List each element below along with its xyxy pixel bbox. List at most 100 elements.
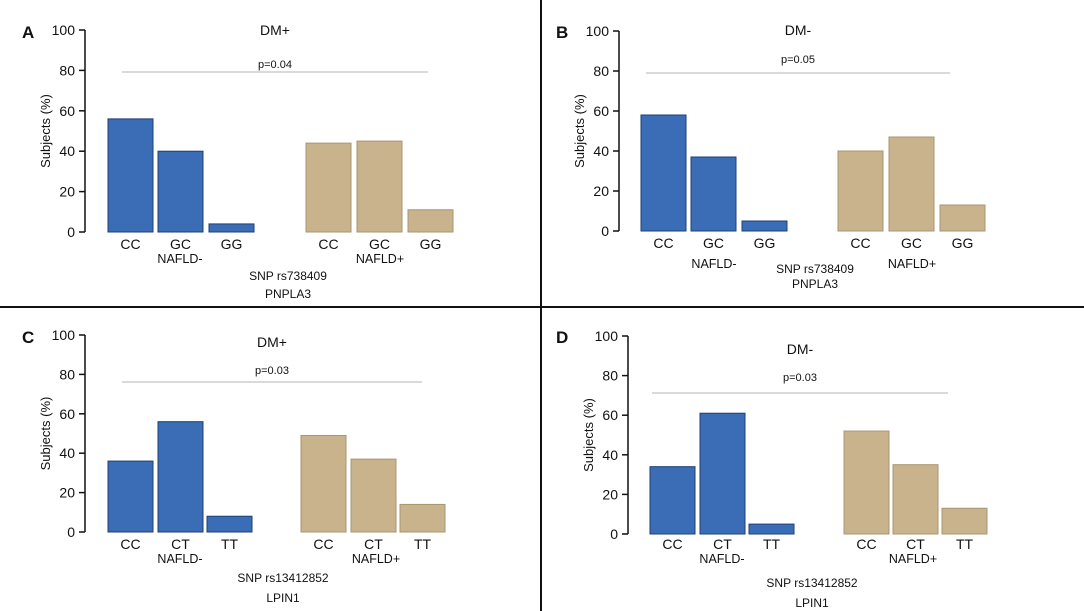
bar-nafldplus-tt xyxy=(941,507,988,535)
bar-nafldplus-cc xyxy=(837,150,884,232)
bar-nafldminus-cc xyxy=(649,466,696,535)
y-tick-label: 20 xyxy=(593,183,609,199)
bar-nafldplus-gg xyxy=(407,209,454,233)
snp-label: SNP rs13412852 xyxy=(766,576,858,590)
panel-letter: C xyxy=(22,328,34,347)
bar-nafldplus-gc xyxy=(888,136,935,232)
bar-nafldminus-tt xyxy=(206,515,253,533)
x-category-label: GC xyxy=(901,235,922,251)
bar-nafldminus-gc xyxy=(690,156,737,232)
y-tick-label: 80 xyxy=(602,368,618,384)
bar-nafldminus-gc xyxy=(157,150,204,233)
y-tick-label: 0 xyxy=(601,223,609,239)
bar-nafldminus-ct xyxy=(157,421,204,533)
x-category-label: GC xyxy=(369,236,390,252)
y-tick-label: 40 xyxy=(59,445,75,461)
x-category-label: GC xyxy=(703,235,724,251)
group-label: NAFLD+ xyxy=(352,552,400,566)
gene-label: PNPLA3 xyxy=(265,287,311,301)
group-label: NAFLD- xyxy=(157,552,202,566)
x-category-label: CC xyxy=(120,536,140,552)
p-value-label: p=0.03 xyxy=(783,372,817,384)
y-tick-label: 80 xyxy=(59,366,75,382)
bar-nafldplus-cc xyxy=(300,434,347,533)
snp-label: SNP rs738409 xyxy=(776,262,854,276)
x-category-label: TT xyxy=(956,536,974,552)
y-tick-label: 20 xyxy=(602,486,618,502)
panel-letter: D xyxy=(556,328,568,347)
y-tick-label: 100 xyxy=(595,328,619,344)
chart-title: DM+ xyxy=(257,334,287,350)
y-tick-label: 20 xyxy=(59,184,75,200)
y-axis-label: Subjects (%) xyxy=(581,398,596,472)
group-label: NAFLD- xyxy=(691,257,736,271)
x-category-label: CT xyxy=(364,536,383,552)
y-tick-label: 40 xyxy=(59,143,75,159)
gene-label: LPIN1 xyxy=(266,591,300,605)
x-category-label: TT xyxy=(414,536,432,552)
bar-nafldminus-tt xyxy=(748,523,795,535)
p-value-label: p=0.05 xyxy=(781,54,815,66)
gene-label: PNPLA3 xyxy=(792,277,838,291)
x-category-label: CT xyxy=(713,536,732,552)
chart-panel-c: C 0 20 40 60 80 100 Subjects (%) DM+ p=0.03 CC CT TT… xyxy=(22,327,446,605)
y-axis-label: Subjects (%) xyxy=(38,397,53,471)
y-tick-label: 100 xyxy=(52,22,76,38)
y-tick-label: 20 xyxy=(59,485,75,501)
y-tick-label: 0 xyxy=(610,526,618,542)
group-label: NAFLD- xyxy=(699,552,744,566)
x-category-label: GC xyxy=(170,236,191,252)
bar-nafldminus-cc xyxy=(107,118,154,233)
y-tick-label: 100 xyxy=(52,327,76,343)
x-category-label: CC xyxy=(850,235,870,251)
x-category-label: GG xyxy=(754,235,776,251)
chart-title: DM- xyxy=(785,22,812,38)
y-tick-label: 60 xyxy=(59,406,75,422)
bar-nafldplus-ct xyxy=(892,464,939,535)
panel-letter: B xyxy=(556,23,568,42)
y-tick-label: 60 xyxy=(593,103,609,119)
x-category-label: CT xyxy=(906,536,925,552)
y-axis-label: Subjects (%) xyxy=(38,94,53,168)
bar-nafldminus-cc xyxy=(640,114,687,232)
x-category-label: CC xyxy=(313,536,333,552)
y-tick-label: 80 xyxy=(59,62,75,78)
bar-nafldplus-gc xyxy=(356,140,403,233)
bar-nafldplus-tt xyxy=(399,503,446,533)
x-category-label: CT xyxy=(171,536,190,552)
bar-nafldplus-cc xyxy=(305,142,352,233)
y-tick-label: 0 xyxy=(67,524,75,540)
chart-panel-b: B 0 20 40 60 80 100 Subjects (%) DM-p=0.05 CC GC GG… xyxy=(556,22,986,291)
x-category-label: CC xyxy=(653,235,673,251)
snp-label: SNP rs13412852 xyxy=(237,571,329,585)
chart-title: DM+ xyxy=(260,22,290,38)
y-tick-label: 40 xyxy=(593,143,609,159)
bar-nafldminus-cc xyxy=(107,460,154,533)
panel-letter: A xyxy=(22,23,34,42)
bar-nafldplus-gg xyxy=(939,204,986,232)
y-tick-label: 80 xyxy=(593,63,609,79)
x-category-label: CC xyxy=(856,536,876,552)
x-category-label: GG xyxy=(221,236,243,252)
x-category-label: CC xyxy=(662,536,682,552)
bar-nafldminus-ct xyxy=(699,412,746,535)
y-tick-label: 60 xyxy=(602,407,618,423)
y-axis-label: Subjects (%) xyxy=(572,94,587,168)
x-category-label: TT xyxy=(221,536,239,552)
p-value-label: p=0.03 xyxy=(255,365,289,377)
x-category-label: GG xyxy=(420,236,442,252)
bar-nafldplus-cc xyxy=(843,430,890,535)
chart-panel-d: D 0 20 40 60 80 100 Subjects (%) DM-p=0.03 CC CT TT… xyxy=(556,328,988,610)
y-tick-label: 0 xyxy=(67,224,75,240)
gene-label: LPIN1 xyxy=(795,596,829,610)
group-label: NAFLD+ xyxy=(888,257,936,271)
snp-label: SNP rs738409 xyxy=(249,269,327,283)
x-category-label: TT xyxy=(763,536,781,552)
y-tick-label: 40 xyxy=(602,447,618,463)
x-category-label: CC xyxy=(318,236,338,252)
group-label: NAFLD+ xyxy=(356,252,404,266)
bar-nafldplus-ct xyxy=(350,458,397,533)
chart-title: DM- xyxy=(787,341,814,357)
group-label: NAFLD- xyxy=(157,252,202,266)
x-category-label: GG xyxy=(952,235,974,251)
